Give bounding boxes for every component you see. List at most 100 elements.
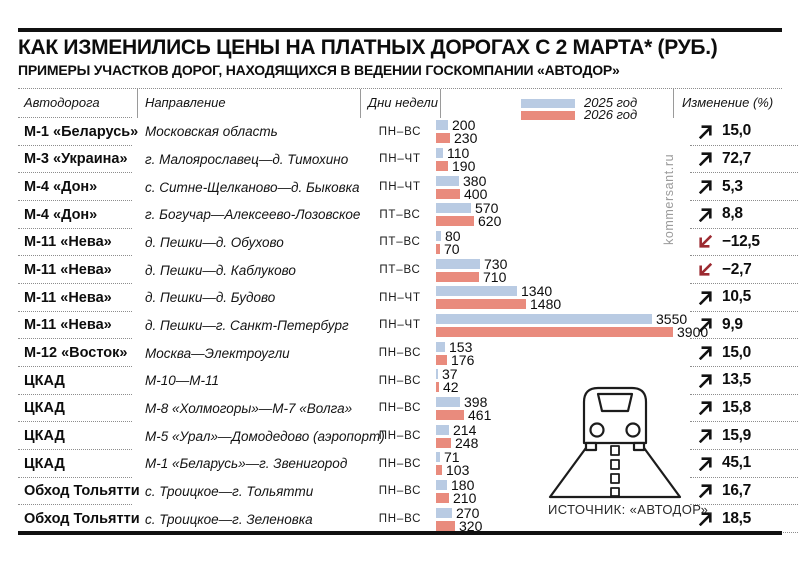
trend-up-arrow-icon	[698, 457, 712, 471]
days-of-week: ПН–ЧТ	[379, 181, 421, 194]
change-value: 10,5	[722, 288, 751, 306]
bar-2026-line: 248	[436, 436, 478, 450]
direction: Московская область	[145, 124, 278, 140]
change-value: 16,7	[722, 481, 751, 499]
change-cell: −12,5	[690, 229, 798, 257]
days-of-week: ПН–ЧТ	[379, 291, 421, 304]
column-header-change: Изменение (%)	[682, 95, 774, 110]
bar-2026	[436, 354, 447, 365]
bar-2026	[436, 326, 673, 337]
trend-up-arrow-icon	[698, 512, 712, 527]
bar-2026-line: 103	[436, 463, 469, 477]
direction: Москва—Электроугли	[145, 345, 290, 361]
bar-2026	[436, 188, 460, 199]
column-divider	[137, 89, 138, 118]
table-row: М-11 «Нева» д. Пешки—д. Обухово ПТ–ВС 80 70 −…	[18, 229, 798, 257]
price-bars: 200 230	[436, 118, 477, 146]
bar-2025	[436, 147, 443, 158]
road-name: М-1 «Беларусь»	[24, 123, 139, 140]
bar-2025	[436, 341, 445, 352]
bar-2025	[436, 369, 438, 380]
bar-2025	[436, 258, 480, 269]
table-row: Обход Тольятти с. Троицкое—г. Тольятти ПН–…	[18, 476, 798, 506]
bar-2025-line: 730	[436, 257, 507, 271]
road-name: ЦКАД	[24, 428, 65, 445]
bar-2026	[436, 133, 450, 144]
trend-up-arrow-icon	[698, 125, 712, 139]
legend-swatch-2026	[521, 111, 575, 120]
price-bars: 37 42	[436, 367, 459, 395]
change-cell: 15,9	[690, 422, 798, 450]
bar-2026	[436, 271, 479, 282]
value-2025: 110	[447, 144, 470, 161]
table-row: М-11 «Нева» д. Пешки—д. Будово ПН–ЧТ 1340 14…	[18, 284, 798, 312]
bar-2026-line: 620	[436, 214, 501, 228]
value-2026: 230	[454, 130, 478, 147]
column-divider	[360, 89, 361, 118]
change-cell: 16,7	[690, 478, 798, 506]
value-2026: 176	[451, 351, 475, 368]
direction: г. Малоярославец—д. Тимохино	[145, 151, 349, 167]
bar-2026-line: 210	[436, 491, 476, 505]
bar-2025	[436, 396, 460, 407]
bar-2026	[436, 437, 451, 448]
bar-2025	[436, 452, 440, 463]
table-row: ЦКАД М-8 «Холмогоры»—М-7 «Волга» ПН–ВС 398 4…	[18, 395, 798, 423]
bar-2026	[436, 160, 448, 171]
direction: д. Пешки—д. Каблуково	[145, 262, 296, 278]
direction: д. Пешки—д. Будово	[145, 290, 276, 306]
bar-2026	[436, 520, 455, 531]
bar-2025-line: 3550	[436, 312, 708, 326]
road-name: М-12 «Восток»	[24, 345, 128, 362]
direction: М-5 «Урал»—Домодедово (аэропорт)	[145, 428, 385, 444]
source-note: ИСТОЧНИК: «АВТОДОР».	[548, 502, 713, 517]
value-2025: 180	[451, 476, 475, 493]
table-row: М-12 «Восток» Москва—Электроугли ПН–ВС 153 1…	[18, 338, 798, 368]
value-2025: 71	[444, 449, 460, 466]
table-row: Обход Тольятти с. Троицкое—г. Зеленовка ПН…	[18, 505, 798, 534]
trend-up-arrow-icon	[698, 318, 712, 333]
car-on-road-icon	[540, 380, 690, 505]
value-2025: 214	[453, 421, 477, 438]
change-value: 72,7	[722, 149, 751, 167]
bar-2025-line: 37	[436, 367, 459, 381]
bar-2026	[436, 492, 449, 503]
value-2026: 190	[452, 157, 476, 174]
bar-2025-line: 570	[436, 201, 501, 215]
change-value: 15,9	[722, 426, 751, 444]
top-rule	[18, 28, 782, 32]
bar-2025-line: 180	[436, 476, 476, 493]
bar-2026	[436, 216, 474, 227]
trend-up-arrow-icon	[698, 484, 712, 499]
bar-2026-line: 190	[436, 157, 476, 174]
bar-2026-line: 710	[436, 270, 507, 284]
change-value: 18,5	[722, 509, 751, 527]
legend-label-2026: 2026 год	[584, 107, 638, 122]
page-title: КАК ИЗМЕНИЛИСЬ ЦЕНЫ НА ПЛАТНЫХ ДОРОГАХ С…	[18, 36, 718, 59]
value-2026: 320	[459, 517, 483, 534]
road-name: М-4 «Дон»	[24, 179, 98, 196]
value-2026: 70	[444, 240, 460, 257]
bar-2026-line: 42	[436, 379, 459, 396]
days-of-week: ПТ–ВС	[379, 264, 421, 277]
column-header-days: Дни недели	[368, 95, 438, 110]
bar-2025	[436, 424, 449, 435]
table-row: М-11 «Нева» д. Пешки—д. Каблуково ПТ–ВС 730…	[18, 256, 798, 284]
change-value: 45,1	[722, 454, 751, 472]
trend-down-arrow-icon	[699, 262, 713, 276]
days-of-week: ПН–ЧТ	[379, 153, 421, 166]
price-bars: 214 248	[436, 422, 478, 450]
value-2026: 3900	[677, 323, 709, 340]
bar-2026	[436, 465, 442, 476]
bar-2026	[436, 409, 464, 420]
price-bars: 110 190	[436, 146, 475, 174]
bar-2025-line: 200	[436, 118, 477, 132]
bar-2025	[436, 286, 517, 297]
days-of-week: ПН–ЧТ	[379, 319, 421, 332]
value-2026: 42	[443, 379, 459, 396]
direction: с. Ситне-Щелканово—д. Быковка	[145, 179, 360, 195]
days-of-week: ПН–ВС	[378, 402, 422, 415]
value-2025: 153	[449, 338, 473, 355]
direction: с. Троицкое—г. Тольятти	[145, 483, 314, 499]
change-value: 8,8	[722, 205, 743, 223]
